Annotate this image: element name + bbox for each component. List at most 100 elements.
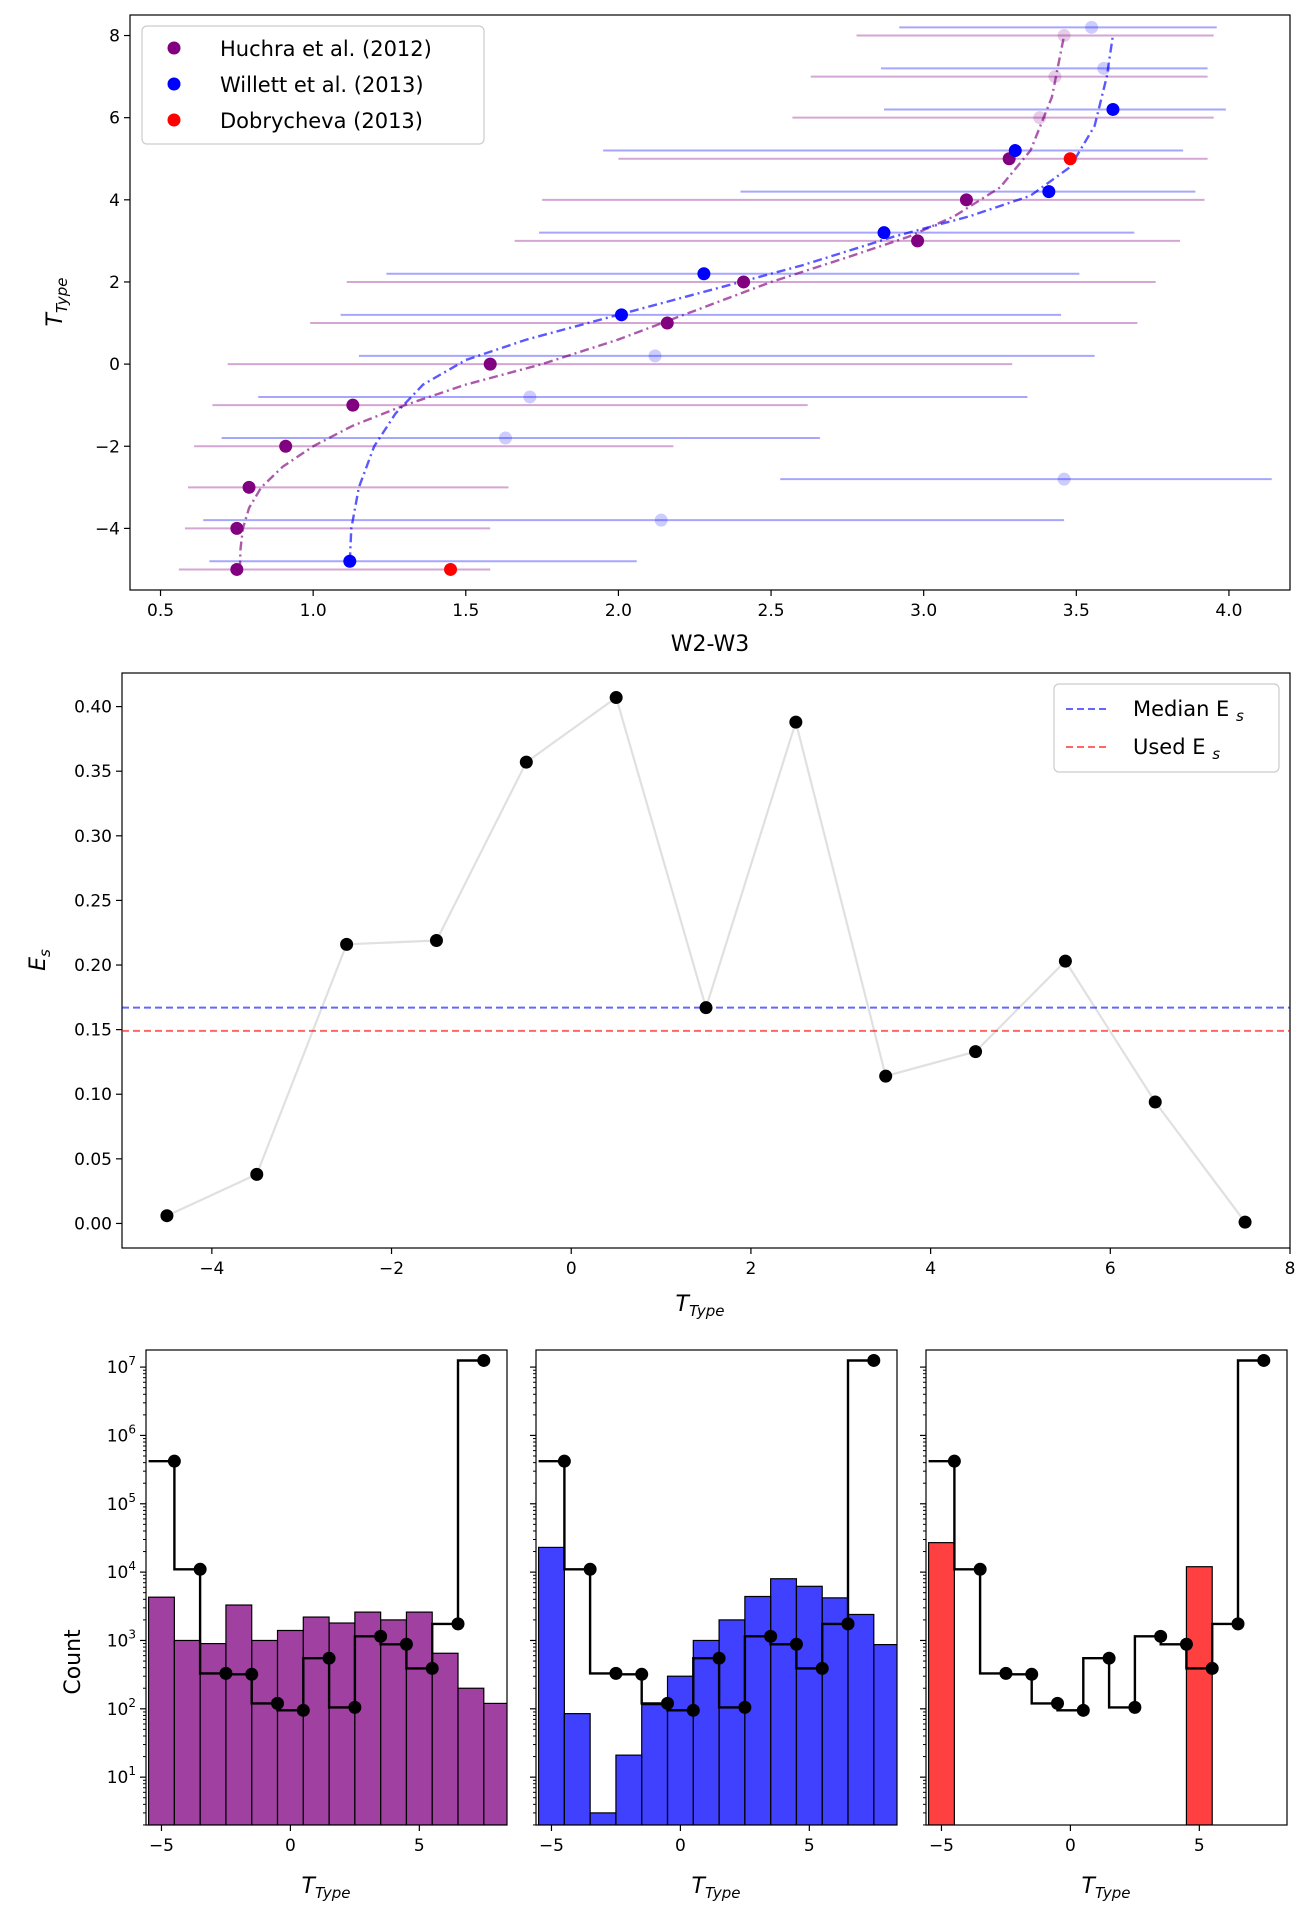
x-tick-label: 0 [1065, 1836, 1076, 1856]
data-point [609, 691, 623, 705]
x-tick-label: −2 [379, 1259, 404, 1279]
y-tick-label: 0.15 [74, 1021, 112, 1041]
data-point [230, 562, 244, 576]
step-point [738, 1700, 752, 1714]
data-point [959, 193, 973, 207]
data-point [429, 933, 443, 947]
y-axis-label-top: TType [43, 278, 71, 327]
step-point [348, 1700, 362, 1714]
x-tick-label: 2.5 [758, 601, 785, 621]
x-axis-label-hist-2: TType [692, 1874, 741, 1902]
x-tick-label: 5 [414, 1836, 425, 1856]
data-point [737, 275, 751, 289]
y-tick-label: 0.20 [74, 956, 112, 976]
y-tick-label: 0.30 [74, 827, 112, 847]
y-axis-label-middle: Es [26, 949, 54, 971]
legend-top: Huchra et al. (2012) Willett et al. (201… [141, 25, 485, 145]
step-point [1025, 1667, 1039, 1681]
legend-label-willett: Willett et al. (2013) [220, 73, 424, 97]
y-tick-label: 0 [109, 355, 120, 375]
step-point [245, 1667, 259, 1681]
y-tick-label: 2 [109, 273, 120, 293]
x-tick-label: 1.5 [452, 601, 479, 621]
hist-bar [380, 1619, 408, 1825]
x-tick-label: 4.0 [1215, 601, 1242, 621]
y-tick-label: 102 [107, 1696, 136, 1720]
tick-base: 10 [107, 1563, 129, 1583]
hist-bar [1185, 1566, 1213, 1825]
fit-curve [238, 35, 1066, 570]
x-tick-label: 2.0 [605, 601, 632, 621]
hist-bar [483, 1702, 507, 1825]
x-tick-label: 6 [1105, 1259, 1116, 1279]
data-point [1008, 144, 1022, 158]
x-tick-label: 3.0 [910, 601, 937, 621]
step-point [1128, 1700, 1142, 1714]
x-tick-label: −4 [199, 1259, 224, 1279]
y-tick-label: 4 [109, 191, 120, 211]
data-point [1057, 29, 1071, 43]
data-point [1033, 111, 1047, 125]
hist-bar [873, 1644, 897, 1825]
hist-bar [718, 1619, 746, 1825]
data-point [969, 1045, 983, 1059]
tick-base: 10 [107, 1700, 129, 1720]
legend-label-median: Median E s [1133, 697, 1244, 725]
y-tick-label: −4 [95, 519, 120, 539]
step-point [1179, 1637, 1193, 1651]
step-point [867, 1353, 881, 1367]
x-tick-label: −5 [539, 1836, 564, 1856]
tick-exponent: 6 [128, 1422, 136, 1436]
data-point [1106, 102, 1120, 116]
x-tick-label: 3.5 [1063, 601, 1090, 621]
x-tick-label: −5 [149, 1836, 174, 1856]
data-point [911, 234, 925, 248]
hist-bar [641, 1704, 669, 1825]
data-point [1238, 1215, 1252, 1229]
legend-label-used: Used E s [1133, 735, 1220, 763]
hist-bar [927, 1542, 955, 1825]
legend-marker-huchra [167, 41, 181, 55]
plot-background [926, 1350, 1287, 1825]
tick-base: 10 [107, 1358, 129, 1378]
plot-area [537, 1353, 897, 1825]
legend-label-huchra: Huchra et al. (2012) [220, 37, 432, 61]
data-point [789, 715, 803, 729]
step-point [1102, 1651, 1116, 1665]
data-point [1042, 185, 1056, 199]
legend-middle: Median E s Used E s [1053, 683, 1280, 773]
hist-bar [276, 1629, 304, 1825]
hist-bar [847, 1613, 875, 1825]
hist-bar [302, 1616, 330, 1825]
x-axis-label-middle: TType [676, 1292, 725, 1320]
x-tick-label: 8 [1285, 1259, 1296, 1279]
x-tick-label: −5 [929, 1836, 954, 1856]
data-point [343, 554, 357, 568]
data-point [648, 349, 662, 363]
step-point [973, 1562, 987, 1576]
data-point [879, 1069, 893, 1083]
hist-bar [821, 1597, 849, 1825]
hist-bar [692, 1639, 720, 1825]
tick-exponent: 7 [128, 1354, 136, 1368]
y-tick-label: 0.25 [74, 891, 112, 911]
step-point [1051, 1696, 1065, 1710]
y-tick-label: 6 [109, 109, 120, 129]
x-tick-label: 4 [925, 1259, 936, 1279]
x-axis-label-top: W2-W3 [671, 632, 750, 657]
legend-marker-willett [167, 77, 181, 91]
step-point [1257, 1353, 1271, 1367]
data-point [1058, 954, 1072, 968]
step-point [609, 1666, 623, 1680]
step-point [271, 1696, 285, 1710]
step-point [477, 1353, 491, 1367]
y-tick-label: 8 [109, 27, 120, 47]
y-tick-label: 103 [107, 1627, 136, 1651]
data-point [242, 480, 256, 494]
x-tick-label: 2 [746, 1259, 757, 1279]
y-tick-label: 105 [107, 1491, 136, 1515]
hist-bar [225, 1604, 253, 1825]
x-tick-label: 0 [566, 1259, 577, 1279]
step-point [425, 1661, 439, 1675]
data-point [523, 390, 537, 404]
